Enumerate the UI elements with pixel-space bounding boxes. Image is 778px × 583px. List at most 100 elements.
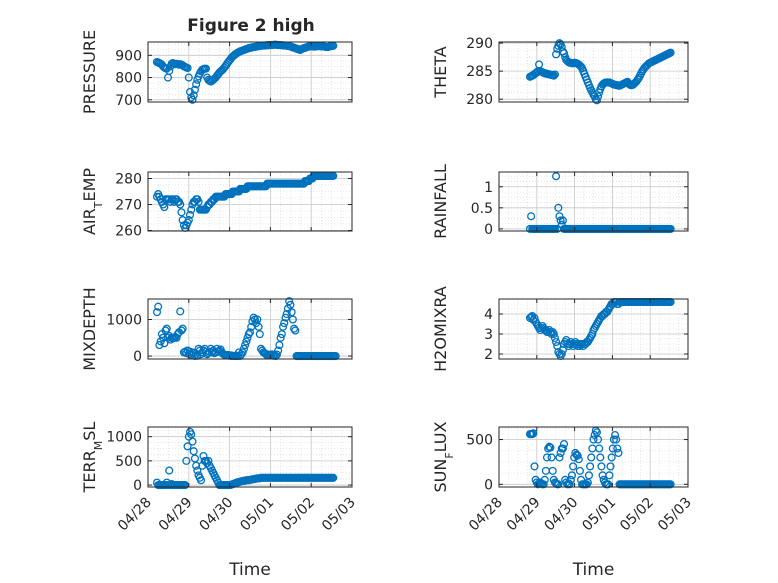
mixdepth-point — [288, 315, 297, 324]
mixdepth-point — [274, 346, 283, 355]
mixdepth-point — [290, 324, 299, 333]
sunflux-point — [574, 455, 583, 464]
mixdepth-point — [254, 322, 263, 331]
rainfall-axes: 0 0.5 1 RAINFALL — [431, 164, 689, 239]
sunflux-point — [605, 471, 614, 480]
terrmsl-y-tick-label: 0 — [133, 478, 142, 494]
rainfall-y-tick-label: 0.5 — [471, 201, 493, 217]
sunflux-point — [533, 480, 542, 489]
rainfall-plot-area — [499, 172, 688, 231]
h2omixra-point — [549, 329, 558, 339]
rainfall-y-axis-label: RAINFALL — [431, 164, 450, 239]
sunflux-point — [558, 444, 567, 453]
rainfall-y-tick-label: 0 — [484, 222, 493, 238]
terrmsl-point — [188, 437, 197, 446]
pressure-y-tick-label: 900 — [115, 48, 142, 64]
mixdepth-point — [287, 308, 296, 317]
pressure-y-axis-label: PRESSURE — [80, 30, 99, 114]
sunflux-point — [587, 453, 596, 462]
sunflux-point — [604, 480, 613, 489]
mixdepth-point — [253, 315, 262, 324]
terrmsl-point — [192, 461, 201, 470]
theta-point — [592, 96, 601, 105]
mixdepth-point — [285, 297, 294, 306]
mixdepth-point — [160, 339, 169, 348]
airtemp-y-tick-label: 270 — [115, 197, 142, 213]
sunflux-point — [595, 444, 604, 453]
mixdepth-axes: 0 1000 MIXDEPTH — [80, 287, 353, 371]
rainfall-axes-box — [498, 171, 689, 232]
sunflux-point — [546, 443, 555, 452]
mixdepth-point — [177, 326, 186, 335]
h2omixra-y-tick-label: 3 — [484, 327, 493, 343]
sunflux-point — [666, 480, 675, 489]
mixdepth-point — [162, 324, 171, 333]
sunflux-point — [609, 435, 618, 444]
mixdepth-point — [291, 326, 300, 335]
rainfall-point — [556, 216, 565, 225]
h2omixra-y-tick-label: 2 — [484, 347, 493, 363]
airtemp-point — [160, 203, 169, 212]
mixdepth-point — [176, 307, 185, 316]
theta-axes-box — [498, 41, 689, 103]
sunflux-point — [593, 435, 603, 444]
mixdepth-y-tick-label: 1000 — [106, 312, 142, 328]
terrmsl-point — [196, 476, 206, 485]
airtemp-y-axis-label: AIRTEMP — [80, 168, 105, 235]
rainfall-point — [558, 216, 567, 225]
mixdepth-point — [280, 319, 289, 328]
theta-point — [549, 71, 558, 80]
h2omixra-point — [550, 333, 559, 343]
sunflux-point — [614, 448, 623, 458]
mixdepth-point — [239, 344, 248, 353]
sunflux-x-axis-label: Time — [572, 560, 615, 580]
airtemp-point — [176, 200, 185, 209]
airtemp-point — [185, 210, 195, 219]
terrmsl-point — [329, 473, 338, 482]
terrmsl-point — [165, 466, 174, 475]
mixdepth-point — [203, 350, 212, 359]
sunflux-point — [597, 462, 606, 471]
mixdepth-point — [272, 350, 281, 359]
sunflux-axes-box — [498, 426, 689, 488]
pressure-axes: 700 800 900 PRESSURE — [80, 30, 353, 114]
h2omixra-point — [558, 345, 567, 355]
mixdepth-point — [241, 341, 250, 350]
sunflux-point — [540, 475, 549, 484]
sunflux-y-tick-label: 0 — [484, 477, 493, 493]
figure-title: Figure 2 high — [187, 16, 315, 36]
airtemp-point — [177, 208, 186, 217]
sunflux-point — [569, 462, 578, 471]
sunflux-point — [607, 453, 616, 462]
pressure-axes-box — [147, 41, 353, 103]
sunflux-y-axis-label: SUNFLUX — [431, 421, 456, 492]
sunflux-point — [582, 480, 591, 489]
theta-point — [576, 62, 586, 71]
mixdepth-y-axis-label: MIXDEPTH — [80, 287, 99, 370]
sunflux-point — [559, 439, 569, 449]
sunflux-point — [529, 429, 538, 438]
theta-y-tick-label: 285 — [466, 64, 493, 80]
airtemp-y-tick-label: 260 — [115, 223, 142, 239]
mixdepth-point — [277, 330, 286, 339]
sunflux-y-tick-label: 500 — [466, 433, 493, 449]
mixdepth-point — [242, 337, 251, 346]
sunflux-point — [612, 435, 621, 444]
mixdepth-point — [154, 302, 163, 311]
sunflux-point — [547, 453, 556, 462]
sunflux-point — [542, 453, 552, 462]
airtemp-axes: 260 270 280 AIRTEMP — [80, 168, 353, 239]
sunflux-point — [610, 431, 620, 440]
sunflux-point — [530, 462, 539, 471]
theta-point — [550, 70, 559, 79]
mixdepth-point — [161, 326, 170, 335]
sunflux-point — [608, 444, 617, 453]
pressure-point — [190, 85, 199, 94]
h2omixra-y-tick-label: 4 — [484, 307, 493, 323]
sunflux-point — [565, 480, 574, 489]
sunflux-point — [589, 435, 598, 444]
pressure-point — [183, 63, 192, 73]
pressure-point — [201, 64, 210, 73]
